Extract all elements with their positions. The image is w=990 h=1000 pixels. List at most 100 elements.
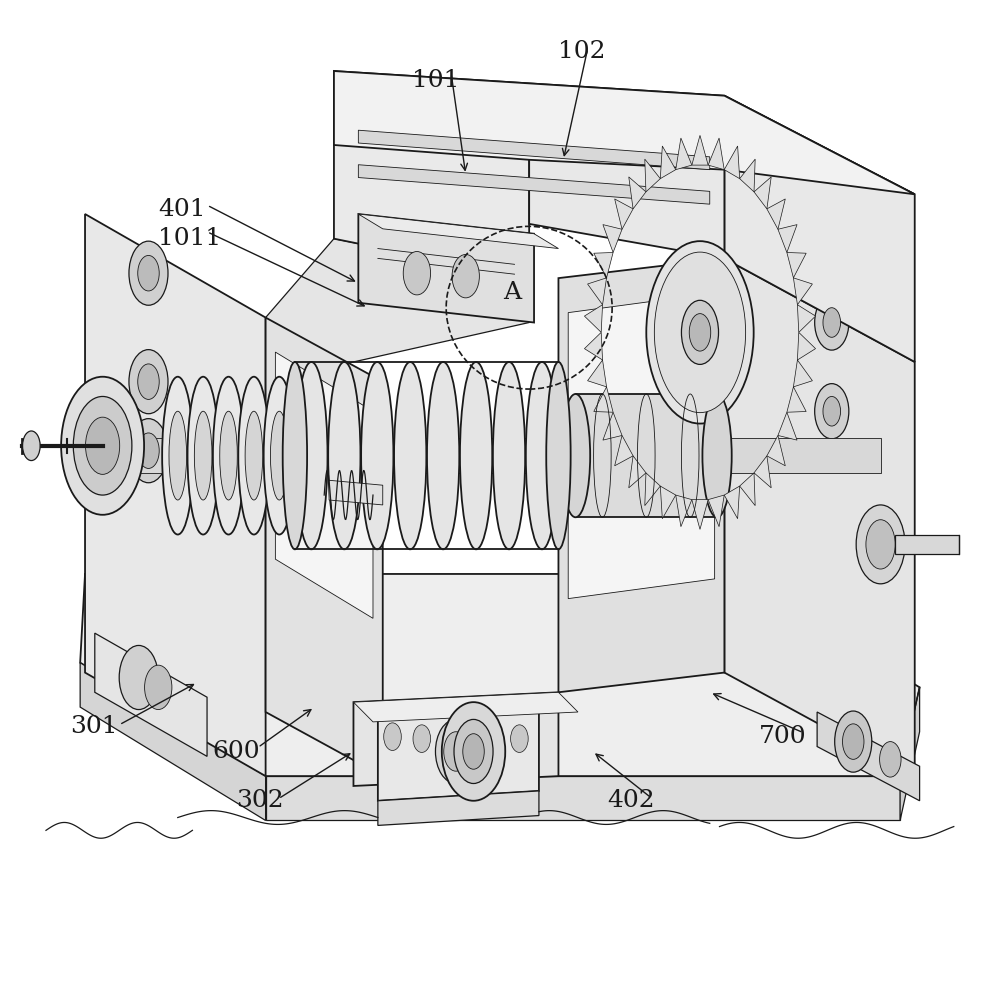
- Text: 302: 302: [237, 789, 284, 812]
- Polygon shape: [334, 71, 915, 194]
- Ellipse shape: [246, 411, 262, 500]
- Polygon shape: [80, 663, 265, 820]
- Ellipse shape: [493, 362, 525, 549]
- Ellipse shape: [328, 362, 360, 549]
- Polygon shape: [692, 500, 708, 529]
- Polygon shape: [754, 177, 771, 209]
- Text: 401: 401: [158, 198, 206, 221]
- Polygon shape: [588, 360, 607, 387]
- Polygon shape: [629, 456, 645, 488]
- Polygon shape: [358, 130, 710, 170]
- Ellipse shape: [654, 252, 745, 413]
- Ellipse shape: [145, 665, 172, 710]
- Polygon shape: [530, 110, 725, 258]
- Polygon shape: [584, 332, 603, 360]
- Polygon shape: [265, 239, 530, 382]
- Ellipse shape: [511, 725, 529, 752]
- Polygon shape: [778, 412, 797, 440]
- Polygon shape: [378, 791, 539, 825]
- Ellipse shape: [138, 364, 159, 399]
- Polygon shape: [900, 687, 920, 820]
- Text: 700: 700: [758, 725, 806, 748]
- Polygon shape: [725, 258, 915, 776]
- Ellipse shape: [460, 362, 492, 549]
- Ellipse shape: [187, 377, 219, 535]
- Polygon shape: [793, 360, 813, 387]
- Polygon shape: [740, 159, 755, 192]
- Polygon shape: [895, 535, 958, 554]
- Ellipse shape: [138, 433, 159, 468]
- Ellipse shape: [427, 362, 459, 549]
- Polygon shape: [740, 473, 755, 506]
- Ellipse shape: [85, 417, 120, 474]
- Polygon shape: [358, 165, 710, 204]
- Ellipse shape: [462, 734, 484, 769]
- Ellipse shape: [561, 394, 590, 517]
- Ellipse shape: [444, 732, 468, 771]
- Polygon shape: [334, 71, 530, 278]
- Polygon shape: [793, 278, 813, 305]
- Polygon shape: [568, 293, 715, 599]
- Ellipse shape: [263, 377, 295, 535]
- Polygon shape: [787, 252, 806, 278]
- Polygon shape: [615, 199, 633, 229]
- Text: A: A: [504, 281, 522, 304]
- Ellipse shape: [23, 431, 41, 461]
- Text: 1011: 1011: [158, 227, 222, 250]
- Polygon shape: [584, 305, 603, 332]
- Text: 102: 102: [558, 40, 606, 63]
- Ellipse shape: [239, 377, 269, 535]
- Polygon shape: [629, 177, 645, 209]
- Polygon shape: [594, 252, 613, 278]
- Polygon shape: [778, 225, 797, 252]
- Ellipse shape: [526, 362, 558, 549]
- Ellipse shape: [436, 719, 476, 784]
- Ellipse shape: [119, 645, 158, 710]
- Ellipse shape: [856, 505, 905, 584]
- Ellipse shape: [213, 377, 245, 535]
- Ellipse shape: [442, 702, 505, 801]
- Ellipse shape: [823, 308, 841, 337]
- Ellipse shape: [815, 384, 848, 439]
- Polygon shape: [353, 692, 578, 722]
- Ellipse shape: [296, 411, 314, 500]
- Polygon shape: [797, 332, 816, 360]
- Polygon shape: [603, 225, 622, 252]
- Polygon shape: [708, 495, 725, 527]
- Text: 600: 600: [212, 740, 259, 763]
- Polygon shape: [378, 707, 539, 801]
- Polygon shape: [817, 712, 920, 801]
- Polygon shape: [334, 71, 915, 194]
- Polygon shape: [329, 480, 383, 505]
- Polygon shape: [754, 456, 771, 488]
- Polygon shape: [708, 138, 725, 170]
- Ellipse shape: [220, 411, 238, 500]
- Ellipse shape: [646, 241, 753, 424]
- Polygon shape: [575, 394, 717, 517]
- Polygon shape: [767, 435, 785, 466]
- Polygon shape: [644, 159, 660, 192]
- Polygon shape: [353, 692, 558, 786]
- Ellipse shape: [384, 723, 401, 750]
- Polygon shape: [603, 412, 622, 440]
- Ellipse shape: [481, 723, 499, 750]
- Polygon shape: [275, 352, 373, 618]
- Ellipse shape: [866, 520, 895, 569]
- Ellipse shape: [413, 725, 431, 752]
- Ellipse shape: [815, 295, 848, 350]
- Ellipse shape: [703, 394, 732, 517]
- Polygon shape: [676, 138, 692, 170]
- Ellipse shape: [835, 711, 872, 772]
- Text: 301: 301: [70, 715, 118, 738]
- Polygon shape: [725, 146, 740, 179]
- Ellipse shape: [289, 377, 321, 535]
- Ellipse shape: [283, 362, 307, 549]
- Polygon shape: [80, 574, 920, 776]
- Ellipse shape: [403, 251, 431, 295]
- Polygon shape: [558, 258, 725, 692]
- Polygon shape: [85, 214, 265, 776]
- Polygon shape: [265, 318, 383, 776]
- Polygon shape: [615, 435, 633, 466]
- Ellipse shape: [194, 411, 212, 500]
- Polygon shape: [725, 96, 915, 362]
